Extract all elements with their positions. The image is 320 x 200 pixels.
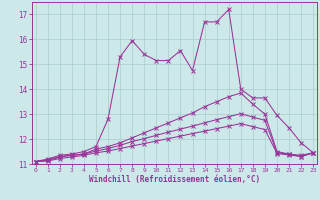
X-axis label: Windchill (Refroidissement éolien,°C): Windchill (Refroidissement éolien,°C) bbox=[89, 175, 260, 184]
